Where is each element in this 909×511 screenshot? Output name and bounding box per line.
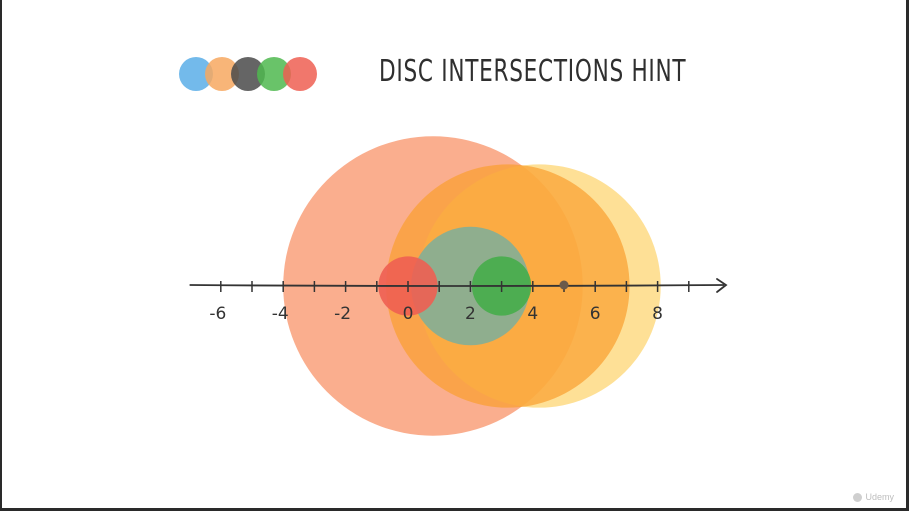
page-title: DISC INTERSECTIONS HINT: [379, 54, 687, 89]
watermark-label: Udemy: [865, 492, 894, 502]
red-dot: [283, 57, 317, 91]
legend-dots: [179, 57, 317, 91]
dark-dot: [231, 57, 265, 91]
tick-label: -6: [209, 304, 226, 324]
tick-label: -4: [272, 304, 289, 324]
udemy-logo-icon: [853, 492, 863, 502]
orange-dot: [205, 57, 239, 91]
tick-label: 2: [465, 304, 476, 324]
blue-dot: [179, 57, 213, 91]
tick-label: 6: [590, 304, 601, 324]
tick-label: -2: [334, 304, 351, 324]
green-dot: [257, 57, 291, 91]
marked-point: [559, 280, 569, 290]
axis-line: [189, 284, 725, 287]
watermark: Udemy: [853, 492, 894, 502]
tick-label: 0: [403, 304, 414, 324]
number-line-axis: -6 -4 -2 0 2 4 6 8: [189, 278, 728, 324]
axis-arrow-icon: [716, 278, 728, 293]
tick-label: 8: [652, 304, 663, 324]
tick-label: 4: [527, 304, 538, 324]
